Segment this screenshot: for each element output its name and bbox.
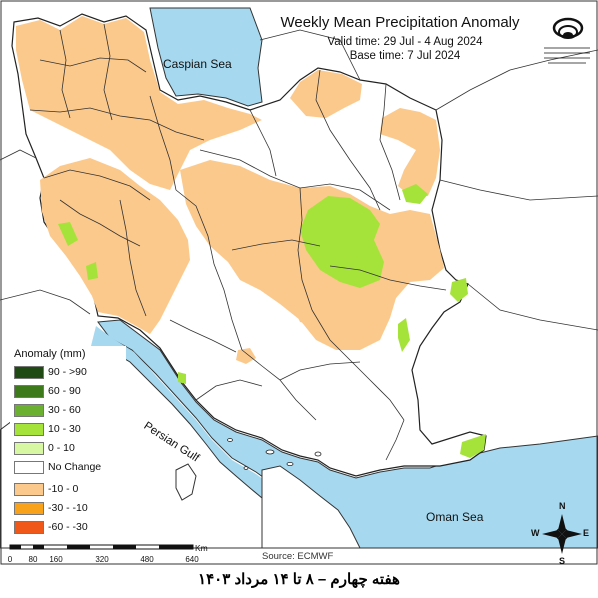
source-label: Source: ECMWF (262, 551, 334, 562)
legend: Anomaly (mm) 90 - >90 60 - 90 30 - 60 10… (10, 346, 126, 536)
compass-west-label: W (531, 528, 540, 538)
valid-time: Valid time: 29 Jul - 4 Aug 2024 (327, 36, 483, 48)
legend-item: 0 - 10 (14, 440, 75, 456)
legend-swatch (14, 384, 44, 398)
legend-label: 10 - 30 (48, 423, 81, 435)
legend-label: No Change (48, 461, 102, 473)
legend-label: -30 - -10 (48, 502, 88, 514)
compass-east-label: E (583, 528, 590, 538)
country-borders (0, 29, 598, 331)
legend-item: 60 - 90 (14, 383, 81, 399)
compass-north-label: N (559, 501, 566, 511)
compass-south-label: S (559, 556, 566, 566)
legend-title: Anomaly (mm) (14, 348, 86, 360)
scale-tick: 640 (185, 555, 199, 564)
legend-label: 0 - 10 (48, 442, 75, 454)
legend-label: 90 - >90 (48, 366, 87, 378)
oman-sea-label: Oman Sea (426, 510, 484, 524)
legend-item: -60 - -30 (14, 519, 88, 535)
legend-label: -60 - -30 (48, 521, 88, 533)
scale-unit-label: Km (195, 543, 208, 553)
scale-tick: 480 (140, 555, 154, 564)
qatar-coast (175, 463, 197, 501)
caspian-sea-label: Caspian Sea (163, 57, 232, 71)
legend-swatch (14, 441, 44, 455)
scale-tick: 160 (49, 555, 63, 564)
legend-label: 60 - 90 (48, 385, 81, 397)
scale-tick: 80 (28, 555, 38, 564)
legend-swatch (14, 422, 44, 436)
agency-logo (538, 10, 594, 76)
caspian-sea (149, 7, 263, 107)
legend-item: No Change (14, 459, 101, 475)
province-boundaries (29, 23, 447, 461)
legend-swatch (14, 460, 44, 474)
scale-tick: 320 (95, 555, 109, 564)
scale-bar (9, 544, 194, 550)
legend-item: 90 - >90 (14, 364, 87, 380)
legend-item: -30 - -10 (14, 500, 88, 516)
gulf-islands (227, 438, 322, 470)
legend-swatch (14, 403, 44, 417)
legend-label: -10 - 0 (48, 483, 79, 495)
legend-swatch (14, 520, 44, 534)
map-title: Weekly Mean Precipitation Anomaly (280, 14, 520, 31)
legend-swatch (14, 365, 44, 379)
persian-gulf-water (97, 319, 598, 549)
compass-icon (542, 514, 582, 554)
legend-item: -10 - 0 (14, 481, 78, 497)
legend-item: 30 - 60 (14, 402, 81, 418)
legend-label: 30 - 60 (48, 404, 81, 416)
scale-tick: 0 (7, 555, 13, 564)
base-time: Base time: 7 Jul 2024 (349, 50, 461, 62)
legend-item: 10 - 30 (14, 421, 81, 437)
legend-swatch (14, 482, 44, 496)
oman-coast (261, 465, 361, 549)
persian-caption: هفته چهارم – ۸ تا ۱۴ مرداد ۱۴۰۳ (198, 571, 400, 588)
legend-swatch (14, 501, 44, 515)
wet-anomaly-areas (58, 184, 486, 458)
